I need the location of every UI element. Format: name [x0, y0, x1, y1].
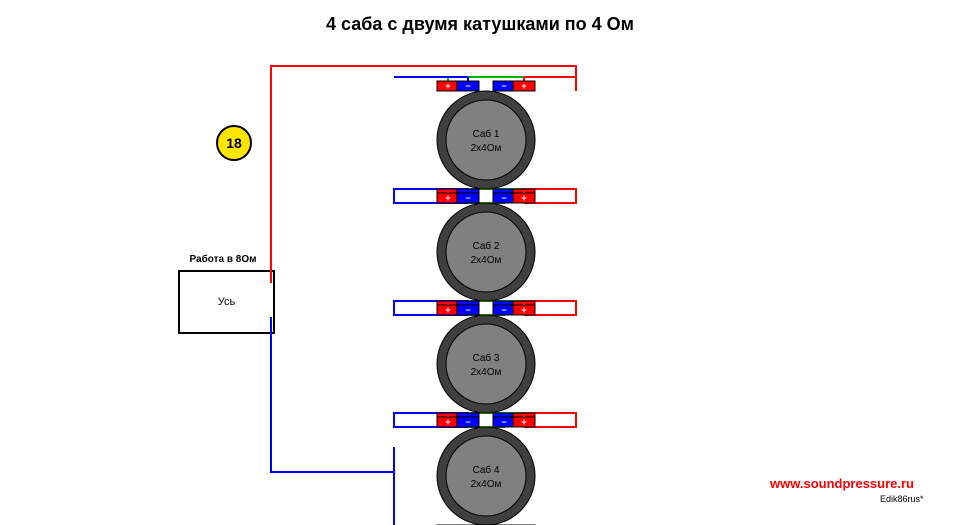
svg-text:+: + [521, 193, 526, 203]
speaker-label2: 2х4Ом [471, 367, 502, 378]
wiring-svg: Саб 1 2х4Ом + − − + + − − + Саб 2 2х4Ом + − − + + − − + Саб … [0, 0, 960, 525]
svg-text:−: − [465, 417, 470, 427]
site-url: www.soundpressure.ru [770, 476, 914, 491]
svg-text:+: + [445, 305, 450, 315]
svg-text:−: − [501, 417, 506, 427]
speaker-label2: 2х4Ом [471, 255, 502, 266]
svg-text:−: − [465, 305, 470, 315]
speaker-label: Саб 3 [473, 352, 500, 364]
svg-text:+: + [521, 305, 526, 315]
svg-text:−: − [465, 81, 470, 91]
svg-text:−: − [501, 305, 506, 315]
author-credit: Edik86rus* [880, 494, 924, 504]
speaker-label2: 2х4Ом [471, 479, 502, 490]
svg-text:+: + [521, 417, 526, 427]
speaker-label: Саб 2 [473, 240, 500, 252]
speaker-label2: 2х4Ом [471, 143, 502, 154]
svg-text:+: + [445, 417, 450, 427]
speaker-label: Саб 1 [473, 128, 500, 140]
diagram-stage: 4 саба с двумя катушками по 4 Ом 18 Рабо… [0, 0, 960, 525]
svg-text:+: + [445, 193, 450, 203]
svg-text:−: − [465, 193, 470, 203]
svg-text:−: − [501, 193, 506, 203]
svg-text:−: − [501, 81, 506, 91]
speaker-label: Саб 4 [473, 464, 500, 476]
svg-text:+: + [445, 81, 450, 91]
svg-text:+: + [521, 81, 526, 91]
